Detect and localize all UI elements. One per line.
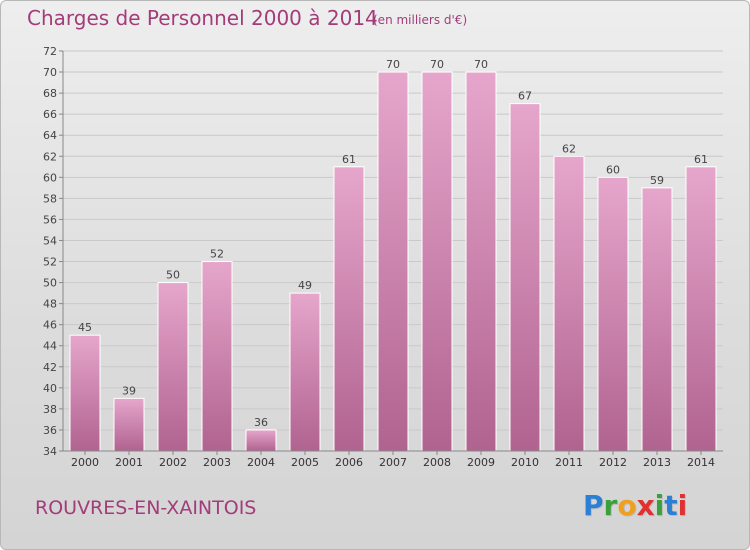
y-tick-label: 34 [43, 445, 57, 458]
bar [465, 71, 497, 452]
bar [553, 155, 585, 452]
data-label: 70 [430, 58, 444, 71]
bar [509, 103, 541, 452]
logo-letter: i [677, 489, 688, 522]
axes [62, 51, 723, 452]
x-tick-label: 2003 [203, 456, 231, 469]
data-label: 62 [562, 142, 576, 155]
data-labels: 45 39 50 52 36 49 61 70 70 70 67 62 60 59 61 [78, 58, 708, 429]
data-label: 52 [210, 248, 224, 261]
x-tick-label: 2011 [555, 456, 583, 469]
bars [69, 71, 717, 452]
data-label: 39 [122, 384, 136, 397]
bar [685, 166, 717, 452]
x-tick-label: 2007 [379, 456, 407, 469]
bar [69, 334, 101, 452]
x-tick-label: 2014 [687, 456, 715, 469]
y-tick-label: 60 [43, 171, 57, 184]
x-tick-label: 2002 [159, 456, 187, 469]
logo-letter: t [664, 489, 678, 522]
data-label: 36 [254, 416, 268, 429]
x-axis-ticks: 2000 2001 2002 2003 2004 2005 2006 2007 2008 2009… [71, 451, 715, 469]
data-label: 45 [78, 321, 92, 334]
y-tick-label: 64 [43, 129, 57, 142]
data-label: 59 [650, 174, 664, 187]
logo-letter: x [636, 489, 655, 522]
x-tick-label: 2012 [599, 456, 627, 469]
x-tick-label: 2005 [291, 456, 319, 469]
y-tick-label: 46 [43, 319, 57, 332]
x-tick-label: 2006 [335, 456, 363, 469]
y-tick-label: 70 [43, 66, 57, 79]
logo-letter: o [617, 489, 637, 522]
y-tick-label: 44 [43, 340, 57, 353]
x-tick-label: 2010 [511, 456, 539, 469]
y-tick-label: 56 [43, 213, 57, 226]
chart-title: Charges de Personnel 2000 à 2014 [27, 6, 378, 30]
data-label: 49 [298, 279, 312, 292]
y-tick-label: 36 [43, 424, 57, 437]
x-tick-label: 2000 [71, 456, 99, 469]
x-tick-label: 2004 [247, 456, 275, 469]
data-label: 61 [342, 153, 356, 166]
bar [157, 282, 189, 452]
data-label: 67 [518, 90, 532, 103]
y-tick-label: 50 [43, 277, 57, 290]
logo-letter: i [654, 489, 665, 522]
proxiti-logo: Proxiti [583, 489, 687, 522]
y-tick-label: 72 [43, 45, 57, 58]
y-tick-label: 62 [43, 150, 57, 163]
bar [201, 261, 233, 452]
bar [641, 187, 673, 452]
y-tick-label: 40 [43, 382, 57, 395]
chart-subtitle: (en milliers d'€) [373, 13, 468, 27]
data-label: 70 [474, 58, 488, 71]
bar [597, 176, 629, 452]
y-axis-ticks: 34 36 38 40 42 44 46 48 50 52 54 56 58 60 62 64 66 68 70 72 [43, 45, 63, 458]
y-tick-label: 52 [43, 256, 57, 269]
data-label: 70 [386, 58, 400, 71]
logo-letter: r [603, 489, 618, 522]
x-tick-label: 2001 [115, 456, 143, 469]
y-tick-label: 58 [43, 192, 57, 205]
x-tick-label: 2008 [423, 456, 451, 469]
y-tick-label: 54 [43, 234, 57, 247]
bar [377, 71, 409, 452]
y-tick-label: 42 [43, 361, 57, 374]
bar [245, 429, 277, 452]
bar [333, 166, 365, 452]
data-label: 60 [606, 163, 620, 176]
y-tick-label: 48 [43, 298, 57, 311]
x-tick-label: 2009 [467, 456, 495, 469]
y-tick-label: 38 [43, 403, 57, 416]
y-tick-label: 68 [43, 87, 57, 100]
bar [113, 397, 145, 452]
data-label: 61 [694, 153, 708, 166]
data-label: 50 [166, 269, 180, 282]
bar [289, 292, 321, 452]
logo-letter: P [583, 489, 604, 522]
x-tick-label: 2013 [643, 456, 671, 469]
y-tick-label: 66 [43, 108, 57, 121]
commune-name: ROUVRES-EN-XAINTOIS [35, 497, 257, 519]
bar [421, 71, 453, 452]
